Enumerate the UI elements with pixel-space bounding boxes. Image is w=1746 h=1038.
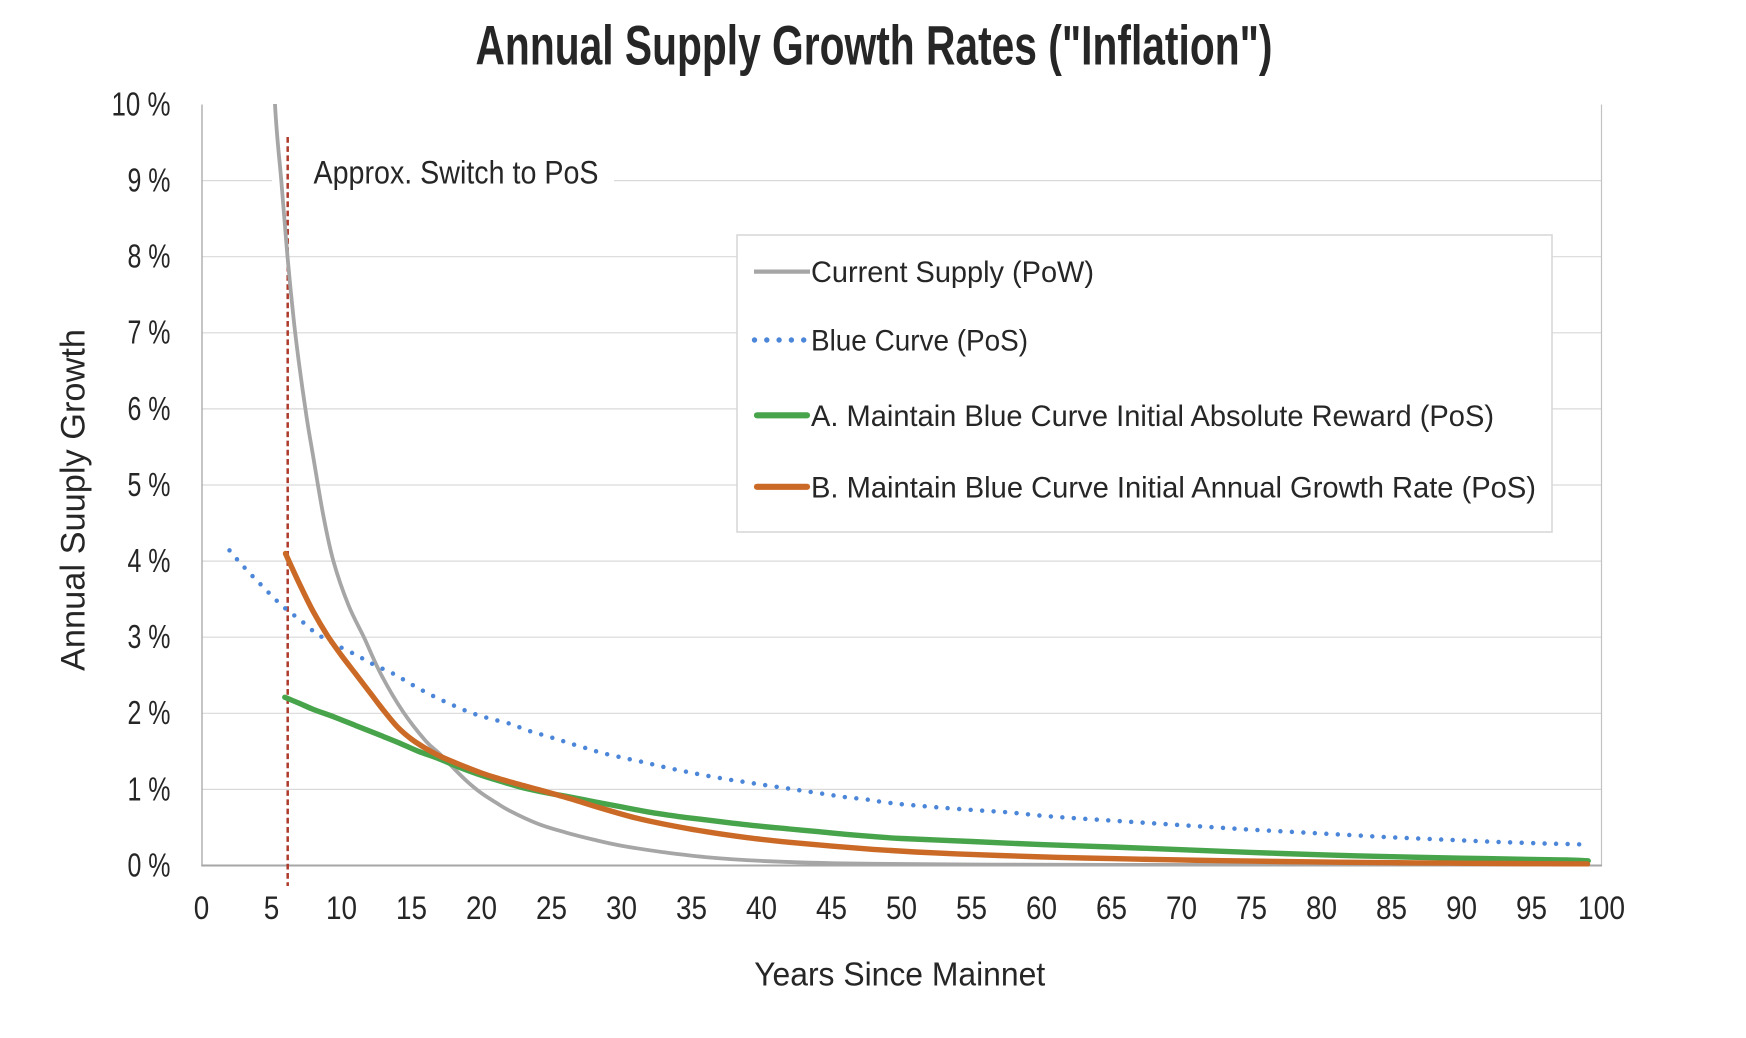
svg-text:A. Maintain Blue Curve Initial: A. Maintain Blue Curve Initial Absolute … [811,400,1494,433]
svg-text:35: 35 [676,890,707,926]
svg-text:60: 60 [1026,890,1057,926]
svg-text:10 %: 10 % [112,85,171,122]
svg-text:70: 70 [1166,890,1197,926]
svg-text:30: 30 [606,890,637,926]
svg-text:Approx. Switch to PoS: Approx. Switch to PoS [314,154,599,190]
svg-text:Current Supply (PoW): Current Supply (PoW) [811,256,1094,289]
svg-text:10: 10 [326,890,357,926]
svg-text:3 %: 3 % [128,618,171,655]
svg-text:2 %: 2 % [128,694,171,731]
svg-text:50: 50 [886,890,917,926]
svg-text:0 %: 0 % [128,846,171,883]
svg-text:5 %: 5 % [128,466,171,503]
svg-text:8 %: 8 % [128,238,171,275]
svg-text:75: 75 [1236,890,1267,926]
svg-text:90: 90 [1446,890,1477,926]
svg-text:Annual Suuply Growth: Annual Suuply Growth [55,329,93,671]
svg-text:1 %: 1 % [128,770,171,807]
svg-text:65: 65 [1096,890,1127,926]
svg-text:9 %: 9 % [128,162,171,199]
svg-text:20: 20 [466,890,497,926]
svg-text:40: 40 [746,890,777,926]
svg-text:4 %: 4 % [128,542,171,579]
svg-text:80: 80 [1306,890,1337,926]
svg-text:7 %: 7 % [128,314,171,351]
svg-text:Annual Supply Growth Rates ("I: Annual Supply Growth Rates ("Inflation") [476,14,1273,77]
svg-text:Years Since Mainnet: Years Since Mainnet [754,956,1045,993]
svg-text:0: 0 [194,890,210,926]
svg-text:45: 45 [816,890,847,926]
svg-text:55: 55 [956,890,987,926]
svg-text:100: 100 [1578,890,1625,926]
svg-text:85: 85 [1376,890,1407,926]
svg-text:6 %: 6 % [128,390,171,427]
svg-text:25: 25 [536,890,567,926]
svg-text:15: 15 [396,890,427,926]
svg-text:5: 5 [264,890,280,926]
svg-text:Blue Curve (PoS): Blue Curve (PoS) [811,325,1028,358]
svg-text:B. Maintain Blue Curve Initial: B. Maintain Blue Curve Initial Annual Gr… [811,471,1536,504]
svg-text:95: 95 [1516,890,1547,926]
